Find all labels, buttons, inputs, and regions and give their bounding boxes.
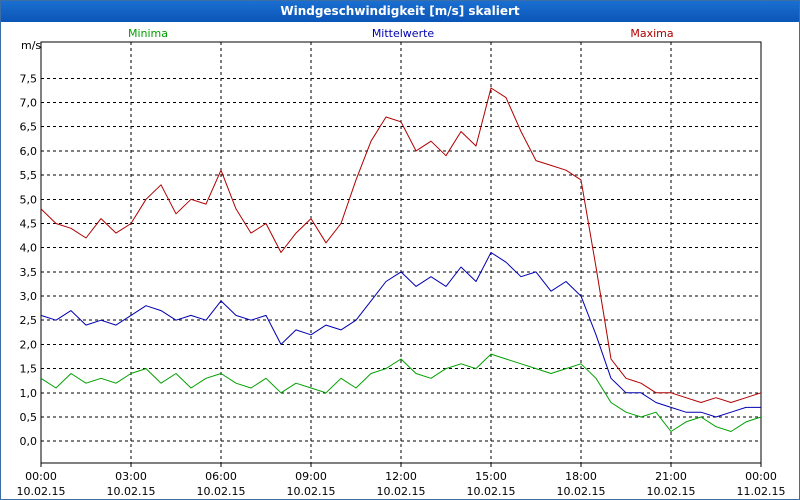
x-tick-time-label: 00:00: [25, 470, 57, 483]
y-tick-label: 3,0: [20, 290, 38, 303]
x-tick-date-label: 10.02.15: [647, 485, 696, 498]
y-tick-label: 7,0: [20, 96, 38, 109]
x-tick-time-label: 06:00: [205, 470, 237, 483]
x-tick-date-label: 10.02.15: [557, 485, 606, 498]
y-tick-label: 4,0: [20, 242, 38, 255]
legend: Minima Mittelwerte Maxima: [128, 27, 674, 40]
y-tick-label: 0,0: [20, 435, 38, 448]
y-axis-label: m/s: [21, 39, 41, 52]
x-tick-date-label: 10.02.15: [107, 485, 156, 498]
series-line-mittelwerte: [40, 252, 761, 418]
x-tick-time-label: 18:00: [565, 470, 597, 483]
y-tick-label: 1,0: [20, 387, 38, 400]
x-tick-date-label: 10.02.15: [17, 485, 66, 498]
series-line-minima: [40, 353, 762, 432]
y-tick-label: 5,0: [20, 193, 38, 206]
x-tick-time-label: 21:00: [655, 470, 687, 483]
series-line-maxima: [40, 87, 762, 403]
y-tick-label: 0,5: [20, 411, 38, 424]
x-tick-time-label: 03:00: [115, 470, 147, 483]
y-tick-label: 2,5: [20, 314, 38, 327]
y-tick-label: 2,0: [20, 338, 38, 351]
x-tick-time-label: 12:00: [385, 470, 417, 483]
x-tick-date-label: 10.02.15: [377, 485, 426, 498]
y-tick-label: 5,5: [20, 169, 38, 182]
legend-entry-maxima: Maxima: [630, 27, 673, 40]
y-tick-label: 6,5: [20, 121, 38, 134]
x-tick-date-label: 10.02.15: [467, 485, 516, 498]
x-tick-time-label: 09:00: [295, 470, 327, 483]
x-tick-time-label: 00:00: [745, 470, 777, 483]
grid: [41, 42, 761, 463]
legend-entry-mittelwerte: Mittelwerte: [372, 27, 435, 40]
x-tick-date-label: 10.02.15: [197, 485, 246, 498]
axes: 0,0 0,5 1,0 1,5 2,0 2,5 3,0 3,5 4,0 4,5 5,0 5,5 6,0 6…: [17, 39, 786, 498]
y-tick-label: 1,5: [20, 363, 38, 376]
legend-entry-minima: Minima: [128, 27, 168, 40]
y-tick-label: 6,0: [20, 145, 38, 158]
chart-title: Windgeschwindigkeit [m/s] skaliert: [1, 1, 799, 22]
x-tick-time-label: 15:00: [475, 470, 507, 483]
wind-speed-chart: 0,0 0,5 1,0 1,5 2,0 2,5 3,0 3,5 4,0 4,5 5,0 5,5 6,0 6…: [17, 27, 786, 498]
x-tick-date-label: 11.02.15: [737, 485, 786, 498]
series-lines: [40, 87, 762, 432]
y-tick-label: 7,5: [20, 72, 38, 85]
y-tick-label: 3,5: [20, 266, 38, 279]
x-tick-date-label: 10.02.15: [287, 485, 336, 498]
y-tick-label: 4,5: [20, 217, 38, 230]
